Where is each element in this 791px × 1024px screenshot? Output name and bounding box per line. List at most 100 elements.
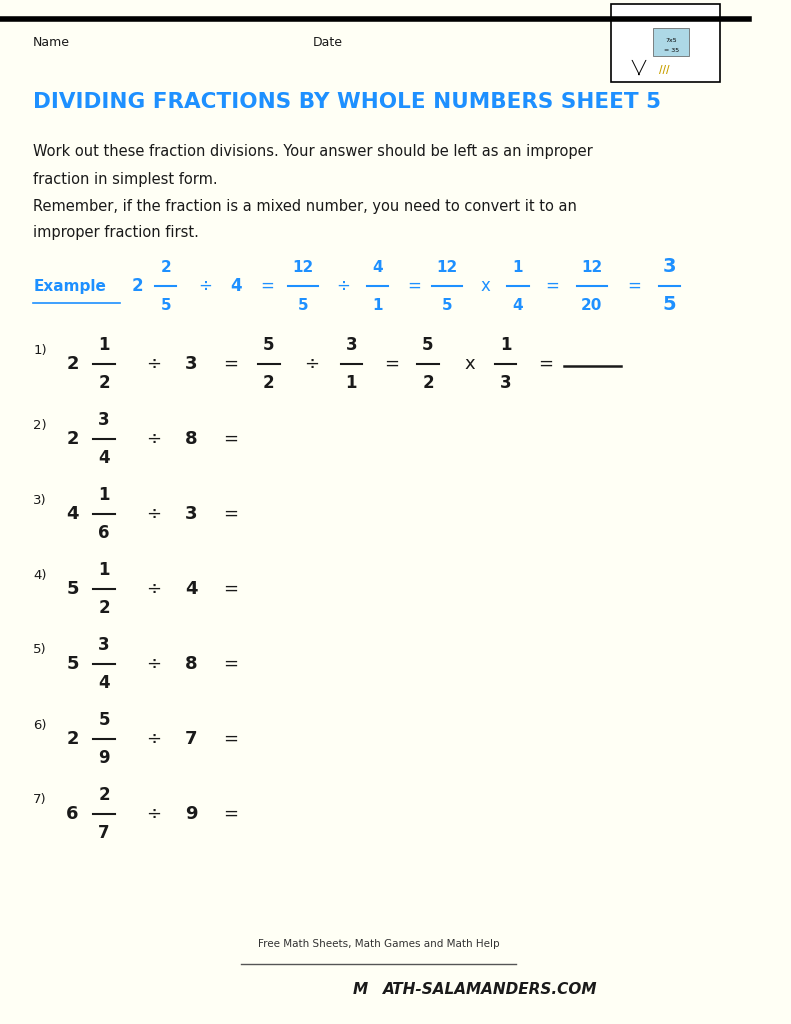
Text: ATH-SALAMANDERS.COM: ATH-SALAMANDERS.COM [384,981,598,996]
Text: 3: 3 [500,374,512,392]
Text: 7: 7 [98,824,110,842]
Text: 12: 12 [581,259,603,274]
Text: 4: 4 [98,674,110,692]
Text: 5): 5) [33,643,47,656]
Text: 7: 7 [185,730,198,748]
Text: ÷: ÷ [146,805,161,823]
Text: 1: 1 [500,336,511,354]
Text: =: = [224,805,239,823]
Text: =: = [224,655,239,673]
Text: 12: 12 [293,259,313,274]
Text: ╲╱: ╲╱ [631,59,646,75]
Text: 4: 4 [230,278,241,295]
Text: =: = [224,730,239,748]
Text: 2: 2 [422,374,433,392]
Text: 1: 1 [98,486,110,504]
Text: 6: 6 [66,805,79,823]
Text: 5: 5 [161,298,171,312]
Text: 5: 5 [441,298,452,312]
Text: ÷: ÷ [146,730,161,748]
Text: x: x [464,355,475,373]
Text: 5: 5 [422,336,433,354]
Text: =: = [224,355,239,373]
Text: 4: 4 [185,580,198,598]
Text: ÷: ÷ [146,580,161,598]
Text: ÷: ÷ [146,505,161,523]
Text: 2: 2 [161,259,171,274]
Text: ÷: ÷ [146,355,161,373]
Text: 5: 5 [663,296,676,314]
Text: DIVIDING FRACTIONS BY WHOLE NUMBERS SHEET 5: DIVIDING FRACTIONS BY WHOLE NUMBERS SHEE… [33,92,661,112]
Text: Name: Name [33,36,70,48]
Text: Remember, if the fraction is a mixed number, you need to convert it to an: Remember, if the fraction is a mixed num… [33,199,577,213]
Text: = 35: = 35 [664,48,679,53]
Text: 5: 5 [98,711,110,729]
FancyBboxPatch shape [653,28,689,56]
Text: Free Math Sheets, Math Games and Math Help: Free Math Sheets, Math Games and Math He… [258,939,500,949]
Text: 2: 2 [131,278,143,295]
Text: =: = [407,278,421,295]
Text: 1): 1) [33,343,47,356]
Text: ///: /// [660,65,670,75]
Text: ÷: ÷ [146,430,161,449]
Text: 2): 2) [33,419,47,431]
Text: 3: 3 [346,336,357,354]
Text: 7): 7) [33,794,47,807]
Text: 7x5: 7x5 [665,39,677,43]
Text: 8: 8 [185,655,198,673]
Text: 3: 3 [185,505,198,523]
Text: 3: 3 [98,411,110,429]
Text: M: M [352,981,367,996]
Text: 5: 5 [263,336,274,354]
Text: 4: 4 [66,505,79,523]
Text: =: = [627,278,642,295]
Text: Example: Example [33,279,106,294]
Text: 3: 3 [185,355,198,373]
Text: improper fraction first.: improper fraction first. [33,224,199,240]
Text: x: x [481,278,490,295]
Text: =: = [224,580,239,598]
Text: 2: 2 [66,355,79,373]
Text: Date: Date [312,36,343,48]
Text: 9: 9 [98,749,110,767]
Text: 2: 2 [66,730,79,748]
Text: ÷: ÷ [337,278,350,295]
Text: 2: 2 [263,374,274,392]
Text: 20: 20 [581,298,603,312]
Text: =: = [384,355,399,373]
Text: 5: 5 [297,298,308,312]
Text: 4): 4) [33,568,47,582]
Text: 3: 3 [98,636,110,654]
Text: 2: 2 [98,599,110,617]
Text: 4: 4 [98,449,110,467]
Text: 6): 6) [33,719,47,731]
Text: 1: 1 [373,298,383,312]
Text: =: = [545,278,559,295]
Text: ÷: ÷ [304,355,319,373]
Text: =: = [224,505,239,523]
Text: 9: 9 [185,805,198,823]
Text: 1: 1 [98,561,110,579]
Text: 8: 8 [185,430,198,449]
Text: 5: 5 [66,580,79,598]
Text: 1: 1 [98,336,110,354]
Text: ÷: ÷ [146,655,161,673]
Text: 2: 2 [98,786,110,804]
Text: 2: 2 [66,430,79,449]
Text: =: = [260,278,274,295]
Text: 4: 4 [373,259,383,274]
Text: 1: 1 [513,259,523,274]
Text: 3): 3) [33,494,47,507]
Text: =: = [538,355,553,373]
Text: 4: 4 [513,298,523,312]
Text: fraction in simplest form.: fraction in simplest form. [33,171,218,186]
Text: 12: 12 [437,259,457,274]
Text: 1: 1 [346,374,357,392]
Text: ÷: ÷ [199,278,213,295]
Text: 5: 5 [66,655,79,673]
Text: Work out these fraction divisions. Your answer should be left as an improper: Work out these fraction divisions. Your … [33,144,593,160]
FancyBboxPatch shape [611,4,720,82]
Text: 2: 2 [98,374,110,392]
Text: 6: 6 [98,524,110,542]
Text: 3: 3 [663,257,676,276]
